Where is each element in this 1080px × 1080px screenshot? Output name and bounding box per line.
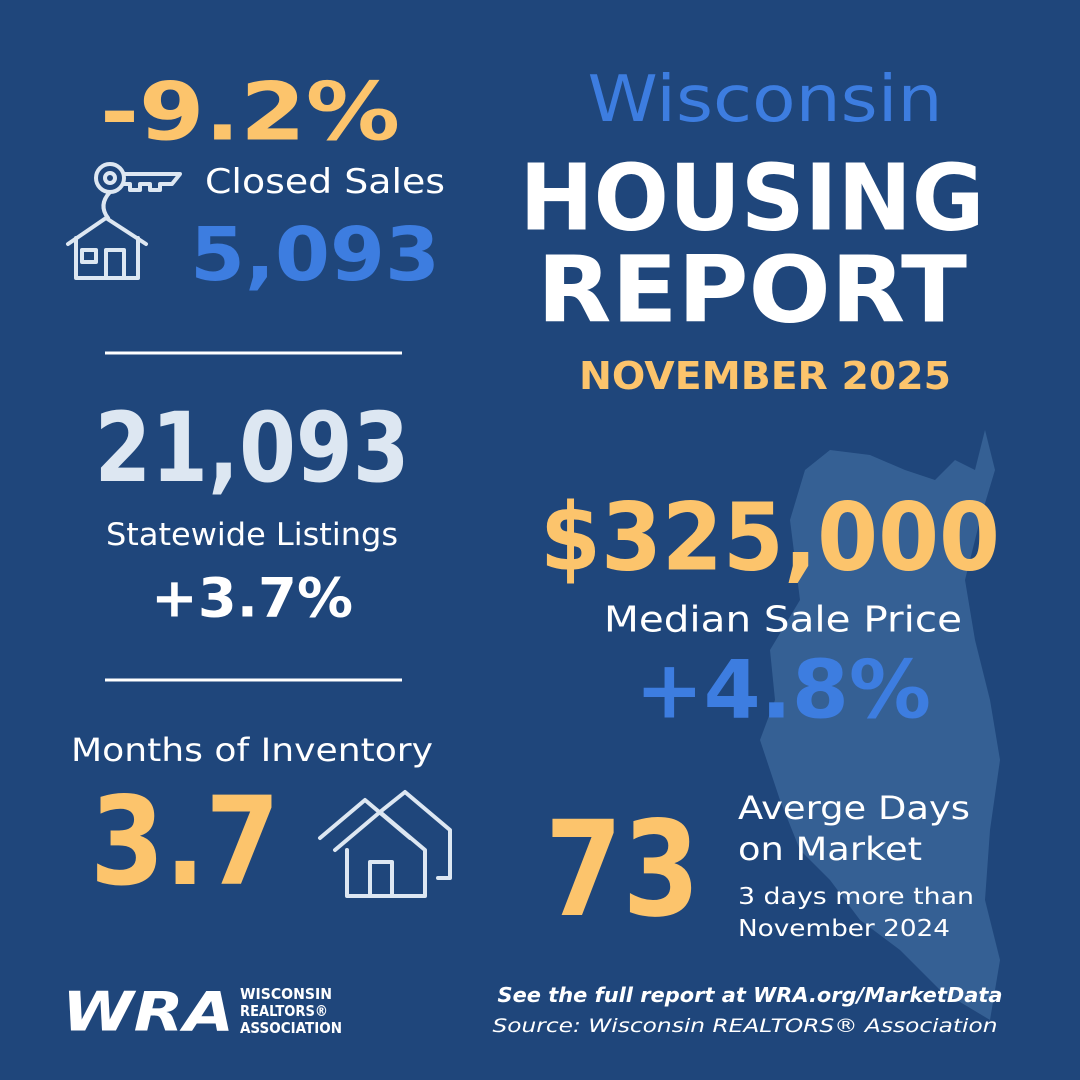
houses-icon	[318, 790, 452, 898]
median-price-change: +4.8%	[635, 644, 931, 737]
days-note: November 2024	[738, 916, 950, 942]
days-label: on Market	[738, 830, 922, 868]
logo-text: ASSOCIATION	[240, 1019, 342, 1037]
header-line1: HOUSING	[520, 145, 985, 252]
logo-text: REALTORS®	[240, 1002, 328, 1020]
logo-text: WISCONSIN	[240, 985, 332, 1003]
closed-sales-value: 5,093	[190, 212, 440, 298]
header-period: NOVEMBER 2025	[579, 354, 951, 398]
days-label: Averge Days	[738, 789, 970, 827]
days-value: 73	[545, 793, 700, 947]
footer-source: Source: Wisconsin REALTORS® Association	[493, 1015, 998, 1037]
closed-sales-label: Closed Sales	[205, 162, 445, 202]
listings-change: +3.7%	[151, 567, 353, 630]
header-state: Wisconsin	[588, 63, 943, 137]
listings-value: 21,093	[95, 392, 410, 504]
inventory-value: 3.7	[90, 771, 280, 913]
closed-sales-change: -9.2%	[100, 66, 400, 159]
header-line2: REPORT	[537, 237, 967, 344]
footer-link: See the full report at WRA.org/MarketDat…	[498, 983, 1003, 1007]
inventory-label: Months of Inventory	[71, 731, 433, 769]
median-price-label: Median Sale Price	[604, 600, 962, 641]
median-price-value: $325,000	[540, 484, 1000, 593]
listings-label: Statewide Listings	[106, 517, 398, 553]
logo-mark: WRA	[62, 981, 234, 1044]
key-house-icon	[66, 162, 182, 280]
state-map	[760, 430, 1000, 1020]
days-note: 3 days more than	[738, 884, 974, 910]
